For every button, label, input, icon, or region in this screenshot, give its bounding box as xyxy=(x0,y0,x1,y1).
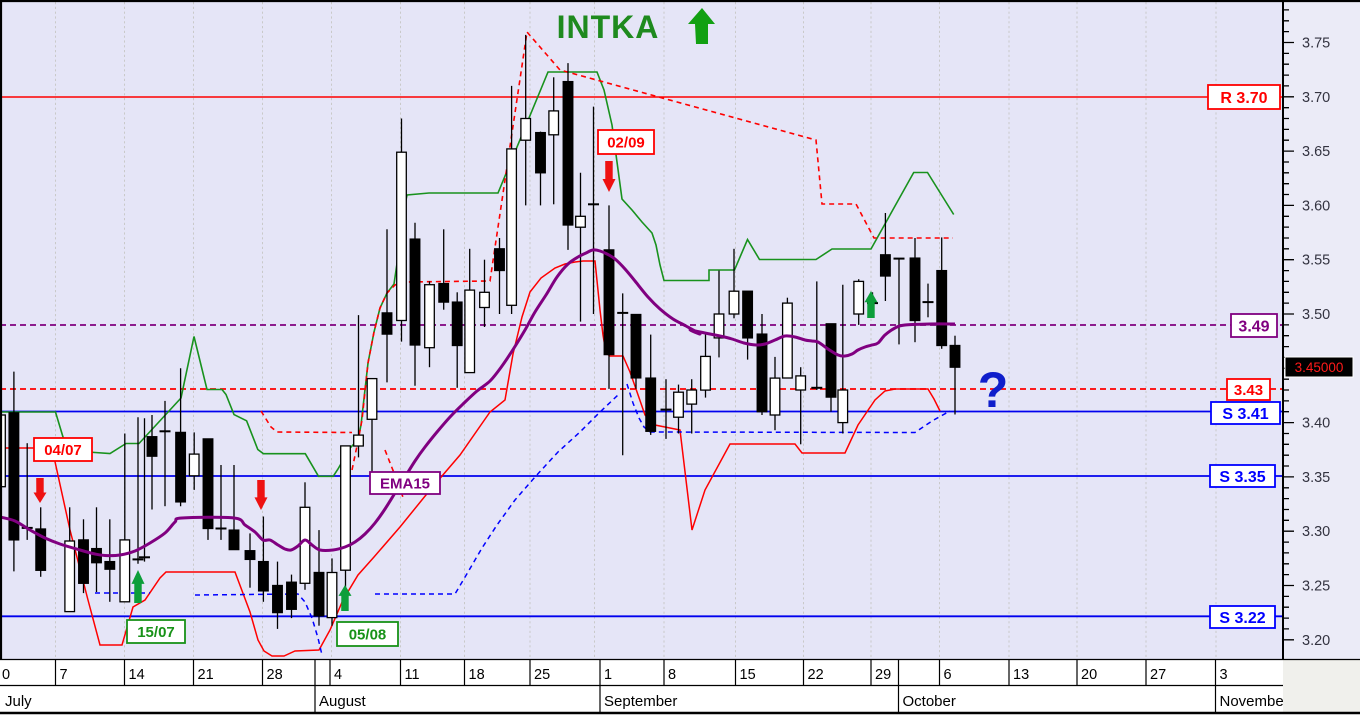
svg-text:3.30: 3.30 xyxy=(1302,524,1330,540)
svg-text:3.75: 3.75 xyxy=(1302,36,1330,52)
svg-text:4: 4 xyxy=(334,667,342,683)
svg-text:August: August xyxy=(319,693,367,710)
svg-text:14: 14 xyxy=(129,667,145,683)
svg-text:0: 0 xyxy=(2,667,10,683)
svg-text:7: 7 xyxy=(60,667,68,683)
svg-text:3.45000: 3.45000 xyxy=(1295,360,1344,375)
svg-text:18: 18 xyxy=(469,667,485,683)
svg-text:29: 29 xyxy=(875,667,891,683)
svg-text:3.65: 3.65 xyxy=(1302,144,1330,160)
svg-text:INTKA: INTKA xyxy=(557,9,660,45)
svg-text:13: 13 xyxy=(1013,667,1029,683)
svg-text:3.40: 3.40 xyxy=(1302,416,1330,432)
svg-text:27: 27 xyxy=(1150,667,1166,683)
svg-text:3: 3 xyxy=(1220,667,1228,683)
svg-text:8: 8 xyxy=(668,667,676,683)
svg-text:3.49: 3.49 xyxy=(1238,318,1269,335)
svg-text:22: 22 xyxy=(808,667,824,683)
svg-text:September: September xyxy=(604,693,677,710)
svg-text:July: July xyxy=(5,693,32,710)
svg-text:3.43: 3.43 xyxy=(1234,382,1263,399)
svg-text:25: 25 xyxy=(534,667,550,683)
svg-text:3.70: 3.70 xyxy=(1302,90,1330,106)
svg-text:October: October xyxy=(903,693,956,710)
svg-text:11: 11 xyxy=(405,667,420,683)
svg-text:6: 6 xyxy=(944,667,952,683)
svg-text:R 3.70: R 3.70 xyxy=(1220,90,1267,107)
svg-text:3.20: 3.20 xyxy=(1302,633,1330,649)
svg-text:15: 15 xyxy=(740,667,756,683)
svg-text:20: 20 xyxy=(1081,667,1097,683)
svg-text:3.35: 3.35 xyxy=(1302,470,1330,486)
svg-text:05/08: 05/08 xyxy=(349,626,387,643)
svg-text:02/09: 02/09 xyxy=(607,134,645,151)
svg-text:S 3.41: S 3.41 xyxy=(1222,406,1268,423)
svg-text:S 3.35: S 3.35 xyxy=(1219,469,1265,486)
svg-text:EMA15: EMA15 xyxy=(380,475,430,492)
svg-text:1: 1 xyxy=(604,667,612,683)
svg-text:S 3.22: S 3.22 xyxy=(1219,610,1265,627)
svg-text:3.60: 3.60 xyxy=(1302,198,1330,214)
svg-text:21: 21 xyxy=(198,667,214,683)
svg-text:3.55: 3.55 xyxy=(1302,253,1330,269)
svg-text:15/07: 15/07 xyxy=(137,624,175,641)
svg-text:3.25: 3.25 xyxy=(1302,579,1330,595)
svg-text:04/07: 04/07 xyxy=(44,442,82,459)
svg-text:?: ? xyxy=(978,362,1009,418)
svg-text:28: 28 xyxy=(267,667,283,683)
svg-text:November: November xyxy=(1220,693,1289,710)
svg-text:3.50: 3.50 xyxy=(1302,307,1330,323)
